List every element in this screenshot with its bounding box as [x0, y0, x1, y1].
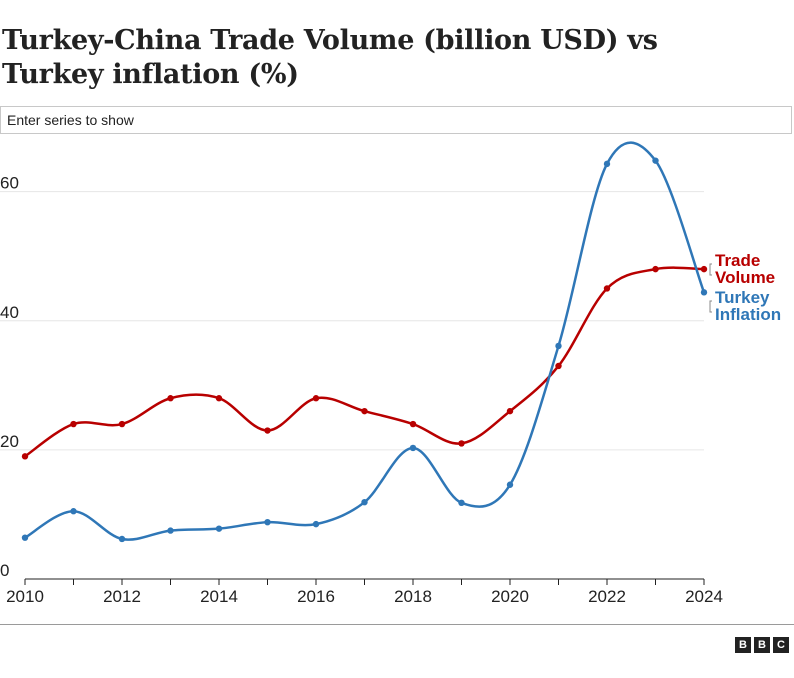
label-connector [709, 300, 712, 313]
y-tick-label: 60 [0, 174, 19, 193]
data-point [312, 520, 320, 528]
data-point [167, 527, 174, 534]
line-chart: 2010 2012 2014 2016 2018 2020 2022 2024 0 20 40 60… [0, 141, 781, 606]
series-lines [21, 141, 708, 543]
x-tick-label: 2014 [200, 587, 238, 606]
x-tick-label: 2020 [491, 587, 529, 606]
series-search-input[interactable] [0, 106, 792, 134]
x-tick-label: 2022 [588, 587, 626, 606]
data-point [409, 420, 417, 428]
x-tick-label: 2024 [685, 587, 723, 606]
data-point [652, 157, 659, 164]
series-line-turkey-inflation [23, 141, 706, 541]
data-point [361, 498, 368, 506]
label-connector [709, 263, 712, 276]
footer-divider [0, 624, 794, 625]
data-point [167, 395, 174, 402]
logo-letter: B [735, 637, 751, 653]
data-point [215, 525, 223, 532]
data-point [264, 518, 271, 526]
gridlines [0, 191, 704, 451]
x-tick-label: 2010 [6, 587, 44, 606]
bbc-logo: B B C [735, 637, 789, 653]
data-point [215, 395, 223, 402]
x-axis: 2010 2012 2014 2016 2018 2020 2022 2024 [6, 578, 723, 606]
data-point [555, 362, 562, 370]
series-line-trade-volume [23, 266, 706, 458]
data-point [603, 285, 611, 292]
data-point [700, 265, 708, 273]
series-label-trade-volume: Volume [715, 268, 775, 287]
data-point [70, 508, 77, 515]
y-tick-label: 40 [0, 303, 19, 322]
y-axis-tick-labels: 0 20 40 60 [0, 174, 19, 580]
data-point [555, 342, 562, 350]
y-tick-label: 20 [0, 432, 19, 451]
series-label-trade-volume: Trade [715, 251, 760, 270]
data-point [361, 407, 368, 415]
data-point [458, 440, 465, 447]
x-tick-label: 2012 [103, 587, 141, 606]
data-point [21, 534, 29, 541]
data-point [652, 265, 659, 273]
data-point [409, 444, 417, 452]
data-point [312, 395, 320, 402]
data-point [506, 407, 514, 415]
data-point [21, 453, 29, 460]
data-point [70, 420, 77, 428]
data-point [118, 535, 126, 543]
data-point [264, 427, 271, 434]
data-point [700, 289, 708, 296]
series-label-turkey-inflation: Inflation [715, 305, 781, 324]
x-tick-label: 2016 [297, 587, 335, 606]
x-tick-label: 2018 [394, 587, 432, 606]
data-point [118, 420, 126, 428]
data-point [603, 160, 611, 168]
data-point [506, 481, 514, 488]
series-label-turkey-inflation: Turkey [715, 288, 770, 307]
chart-title: Turkey-China Trade Volume (billion USD) … [2, 25, 658, 90]
data-point [458, 499, 465, 507]
logo-letter: C [773, 637, 789, 653]
logo-letter: B [754, 637, 770, 653]
y-tick-label: 0 [0, 561, 9, 580]
